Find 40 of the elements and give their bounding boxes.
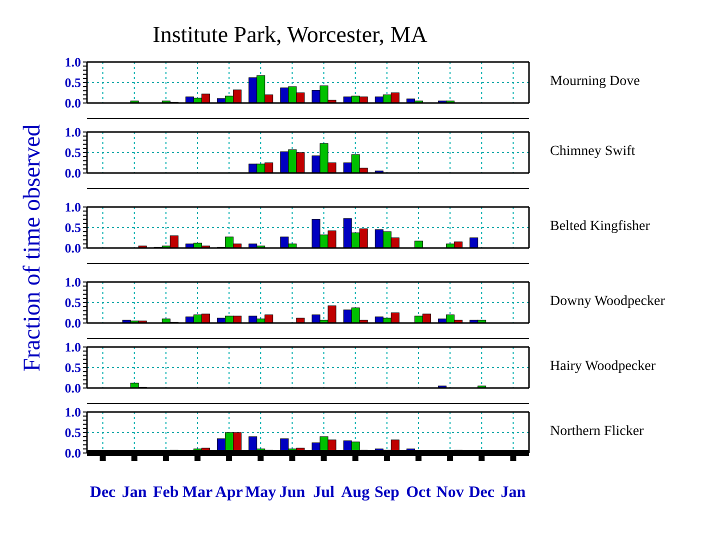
y-tick-label: 0.5 (64, 75, 82, 90)
x-tick-label: Aug (341, 484, 370, 501)
y-tick-label: 0.5 (64, 425, 82, 440)
x-tick-label: Dec (468, 484, 495, 501)
text: Northern Flicker (550, 424, 644, 440)
text: Downy Woodpecker (550, 294, 665, 310)
x-tick-label: Jan (122, 484, 147, 501)
x-tick-label: Jul (313, 484, 336, 501)
y-tick-label: 0.5 (64, 145, 82, 160)
x-tick-label: Nov (436, 484, 464, 501)
chart-title: Institute Park, Worcester, MA (152, 22, 428, 48)
x-tick-label: May (245, 484, 276, 501)
x-tick-label: Jun (279, 484, 306, 501)
y-tick-label: 0.0 (64, 96, 81, 111)
y-tick-label: 0.5 (64, 360, 82, 376)
y-tick-label: 0.0 (64, 380, 81, 396)
y-tick-label: 1.0 (64, 124, 81, 140)
x-tick-label: Mar (182, 484, 213, 501)
text: Mourning Dove (550, 74, 640, 90)
y-tick-label: 1.0 (64, 54, 81, 70)
x-tick-label: Jan (500, 484, 526, 501)
text: Hairy Woodpecker (550, 359, 656, 375)
y-tick-label: 0.5 (64, 220, 82, 236)
y-axis-title: Fraction of time observed (20, 124, 46, 372)
y-tick-label: 0.0 (64, 166, 81, 181)
y-tick-label: 0.0 (64, 240, 81, 256)
y-tick-label: 1.0 (64, 340, 81, 355)
x-tick-label: Sep (374, 484, 400, 501)
text: Chimney Swift (550, 144, 636, 160)
y-tick-label: 1.0 (64, 274, 81, 290)
y-tick-label: 1.0 (64, 200, 81, 215)
text: Belted Kingfisher (550, 219, 650, 235)
x-tick-label: Dec (90, 484, 116, 501)
x-tick-label: Apr (215, 484, 243, 501)
y-tick-label: 0.0 (64, 446, 81, 461)
x-tick-label: Oct (406, 484, 432, 501)
y-tick-label: 0.5 (64, 295, 82, 310)
x-tick-label: Feb (153, 484, 179, 501)
y-tick-label: 0.0 (64, 316, 81, 331)
y-tick-label: 1.0 (64, 404, 81, 420)
